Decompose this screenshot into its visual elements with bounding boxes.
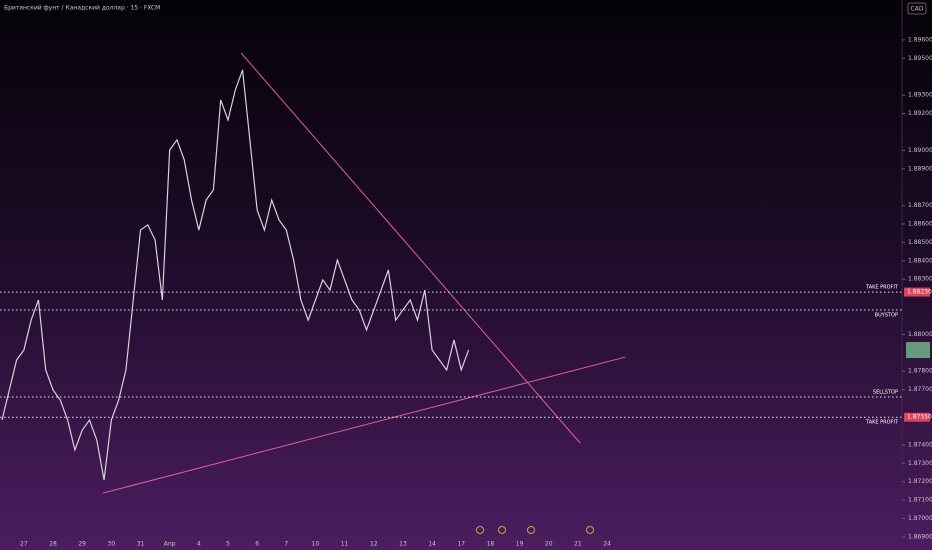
trend-line	[102, 356, 626, 494]
y-tick-label: 1.87800	[908, 368, 932, 375]
x-tick-label: 29	[78, 541, 86, 548]
y-tick-label: 1.89000	[908, 147, 932, 154]
event-icons	[476, 526, 594, 534]
y-tick-label: 1.87000	[908, 515, 932, 522]
y-tick-label: 1.89500	[908, 55, 932, 62]
x-tick-label: 7	[284, 541, 288, 548]
price-tag	[904, 287, 930, 297]
x-tick-label: 4	[197, 541, 201, 548]
y-tick-label: 1.88400	[908, 257, 932, 264]
y-tick-label: 1.87400	[908, 441, 932, 448]
price-tag-label: 1.87550	[907, 414, 932, 421]
level-label: BUYSTOP	[875, 312, 898, 318]
level-label: TAKE PROFIT	[865, 420, 899, 426]
y-tick-label: 1.89600	[908, 36, 932, 43]
y-tick-label: 1.87700	[908, 386, 932, 393]
x-tick-label: 17	[457, 541, 465, 548]
price-tag	[904, 412, 930, 422]
event-icon[interactable]	[498, 526, 506, 534]
x-tick-label: 20	[545, 541, 553, 548]
y-tick-label: 1.88300	[908, 276, 932, 283]
level-label: SELLSTOP	[873, 389, 898, 395]
y-tick-label: 1.88500	[908, 239, 932, 246]
x-tick-label: 27	[20, 541, 28, 548]
x-tick-label: Апр	[164, 541, 176, 548]
x-tick-label: 12	[370, 541, 378, 548]
y-tick-label: 1.86900	[908, 533, 932, 540]
x-tick-label: 11	[341, 541, 349, 548]
event-icon[interactable]	[586, 526, 594, 534]
currency-box[interactable]	[907, 2, 927, 15]
x-tick-label: 24	[603, 541, 611, 548]
x-tick-label: 28	[49, 541, 57, 548]
trend-line	[240, 52, 581, 444]
y-tick-label: 1.89200	[908, 110, 932, 117]
x-tick-label: 14	[428, 541, 436, 548]
x-tick-label: 31	[137, 541, 145, 548]
x-tick-label: 30	[108, 541, 116, 548]
price-line	[1, 69, 470, 481]
x-tick-label: 5	[226, 541, 230, 548]
chart-title: Британский фунт / Канадский доллар · 15 …	[4, 5, 160, 12]
y-tick-label: 1.88000	[908, 331, 932, 338]
x-tick-label: 21	[574, 541, 582, 548]
x-tick-label: 6	[255, 541, 259, 548]
y-tick-label: 1.88700	[908, 202, 932, 209]
x-tick-label: 18	[487, 541, 495, 548]
last-price-box	[906, 342, 930, 359]
y-tick-label: 1.87200	[908, 478, 932, 485]
y-tick-label: 1.87100	[908, 497, 932, 504]
level-label: TAKE PROFIT	[865, 285, 899, 291]
y-tick-label: 1.89300	[908, 92, 932, 99]
y-tick-label: 1.88900	[908, 165, 932, 172]
event-icon[interactable]	[476, 526, 484, 534]
x-tick-label: 19	[516, 541, 524, 548]
price-tag-label: 1.88230	[907, 289, 932, 296]
y-tick-label: 1.87300	[908, 460, 932, 467]
x-tick-label: 13	[399, 541, 407, 548]
currency[interactable]: CAD	[911, 6, 924, 13]
y-tick-label: 1.88600	[908, 220, 932, 227]
event-icon[interactable]	[527, 526, 535, 534]
x-tick-label: 10	[312, 541, 320, 548]
